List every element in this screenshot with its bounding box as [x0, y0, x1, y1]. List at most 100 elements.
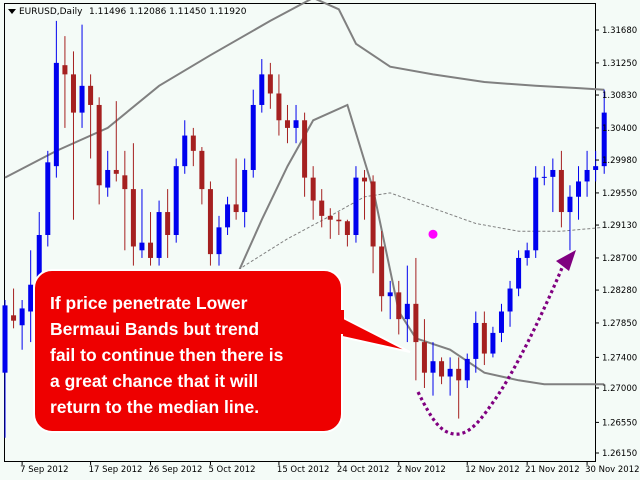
price-tick-label: 1.30830	[602, 91, 637, 101]
price-axis: 1.26150 1.26550 1.27000 1.27400 1.27850 1.282…	[595, 26, 637, 459]
bear-candle	[344, 221, 350, 235]
bull-candle	[473, 322, 479, 359]
chart-header: EURUSD,Daily 1.11496 1.12086 1.11450 1.1…	[8, 7, 247, 17]
price-tick-label: 1.27000	[602, 384, 637, 394]
time-tick-label: 12 Nov 2012	[465, 465, 519, 475]
bull-candle	[242, 169, 248, 213]
callout-line-2: Bermaui Bands but trend	[50, 319, 259, 339]
bull-candle	[139, 242, 145, 251]
bear-candle	[190, 135, 196, 151]
bear-candle	[199, 150, 205, 190]
bull-candle	[259, 74, 265, 105]
bear-candle	[327, 215, 333, 220]
candlesticks	[2, 20, 607, 438]
bear-candle	[302, 120, 308, 178]
price-tick-label: 1.29550	[602, 189, 637, 199]
bull-candle	[490, 332, 496, 354]
bear-candle	[413, 303, 419, 343]
bear-candle	[88, 85, 94, 105]
price-tick-label: 1.29980	[602, 156, 637, 166]
bear-candle	[336, 219, 342, 222]
time-tick-label: 15 Oct 2012	[277, 465, 330, 475]
bull-candle	[225, 204, 231, 228]
bear-candle	[96, 104, 102, 186]
bull-candle	[250, 104, 256, 170]
callout-joint	[300, 310, 344, 334]
time-tick-label: 17 Sep 2012	[89, 465, 143, 475]
bull-candle	[507, 288, 513, 312]
upper-band-line	[4, 0, 605, 179]
price-tick-label: 1.28280	[602, 286, 637, 296]
arrow-annotation	[416, 250, 576, 436]
price-tick-label: 1.28700	[602, 254, 637, 264]
callout-line-1: If price penetrate Lower	[50, 293, 248, 313]
bear-candle	[396, 292, 402, 320]
bull-candle	[567, 196, 573, 213]
bull-candle	[447, 368, 453, 377]
bear-candle	[11, 315, 17, 321]
time-tick-label: 30 Nov 2012	[585, 465, 639, 475]
bull-candle	[550, 169, 556, 177]
bull-candle	[430, 361, 436, 373]
price-tick-label: 1.30400	[602, 124, 637, 134]
bull-candle	[173, 166, 179, 235]
bear-candle	[113, 169, 119, 174]
bear-candle	[233, 204, 239, 213]
callout-box: If price penetrate Lower Bermaui Bands b…	[33, 269, 411, 433]
time-axis: 7 Sep 2012 17 Sep 2012 26 Sep 2012 5 Oct 20…	[20, 461, 640, 475]
bear-candle	[62, 65, 68, 75]
price-tick-label: 1.31250	[602, 59, 637, 69]
price-tick-label: 1.29130	[602, 221, 637, 231]
bear-candle	[558, 169, 564, 213]
bear-candle	[267, 74, 273, 94]
bull-candle	[524, 250, 530, 258]
bear-candle	[148, 242, 154, 258]
dropdown-triangle-icon[interactable]	[8, 9, 16, 14]
time-tick-label: 26 Sep 2012	[149, 465, 203, 475]
bull-candle	[576, 181, 582, 197]
bull-candle	[105, 169, 111, 188]
price-tick-label: 1.26150	[602, 449, 637, 459]
plot-area-border	[4, 3, 596, 462]
bear-candle	[362, 177, 368, 182]
time-tick-label: 24 Oct 2012	[337, 465, 390, 475]
bull-candle	[293, 120, 299, 128]
time-tick-label: 7 Sep 2012	[20, 465, 68, 475]
bull-candle	[182, 135, 188, 167]
time-tick-label: 2 Nov 2012	[397, 465, 446, 475]
bull-candle	[541, 176, 547, 178]
bear-candle	[284, 120, 290, 128]
price-tick-label: 1.26550	[602, 418, 637, 428]
bull-candle	[353, 177, 359, 235]
median-band-line	[201, 192, 605, 297]
callout-line-5: return to the median line.	[50, 397, 259, 417]
bear-candle	[122, 175, 128, 190]
time-tick-label: 5 Oct 2012	[208, 465, 255, 475]
bear-candle	[70, 74, 76, 113]
bull-candle	[53, 62, 59, 167]
price-tick-label: 1.27400	[602, 353, 637, 363]
bull-candle	[404, 303, 410, 320]
bull-candle	[156, 212, 162, 258]
bear-candle	[370, 181, 376, 247]
price-tick-label: 1.31680	[602, 26, 637, 36]
bear-candle	[456, 368, 462, 381]
bear-candle	[379, 246, 385, 297]
bear-candle	[319, 200, 325, 216]
arrow-head-icon	[556, 250, 576, 271]
callout-rect	[33, 269, 343, 433]
ohlc-readout: 1.11496 1.12086 1.11450 1.11920	[89, 7, 247, 17]
bull-candle	[498, 311, 504, 333]
bull-candle	[533, 177, 539, 251]
bull-candle	[36, 234, 42, 281]
bull-candle	[216, 227, 222, 255]
bear-candle	[165, 212, 171, 235]
bull-candle	[601, 112, 607, 167]
bear-candle	[276, 93, 282, 121]
bull-candle	[593, 166, 599, 170]
bear-candle	[439, 361, 445, 377]
callout-line-3: fail to continue then there is	[50, 345, 284, 365]
bull-candle	[584, 169, 590, 182]
signal-dot	[428, 229, 438, 239]
